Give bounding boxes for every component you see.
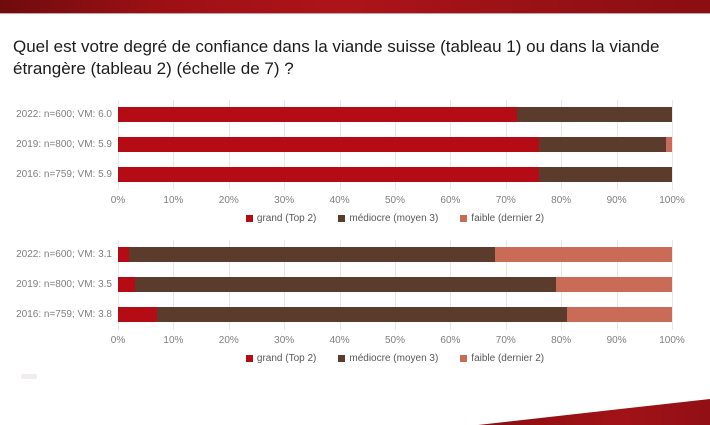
x-axis: 0% 10% 20% 30% 40% 50% 60% 70% 80% 90% 100% [111,195,685,207]
axis-tick-label: 20% [218,335,239,346]
legend-swatch [338,355,346,362]
axis-tick-label: 20% [218,195,239,206]
legend-label: faible (dernier 2) [471,213,545,224]
axis-tick-label: 90% [606,195,627,206]
legend-swatch [460,215,468,222]
legend-item: grand (Top 2) [245,213,317,224]
axis-tick-label: 0% [110,335,126,346]
legend-swatch [460,355,468,362]
stacked-bar [118,277,672,292]
axis-tick-label: 70% [495,195,516,206]
bar-segment [129,247,495,262]
stacked-bar [118,137,672,152]
category-label: 2019: n=800; VM: 5.9 [16,139,112,150]
category-label: 2016: n=759; VM: 3.8 [16,309,112,320]
stacked-bar [118,307,672,322]
category-labels: 2022: n=600; VM: 3.1 2019: n=800; VM: 3.5… [0,240,112,330]
header-accent-bar [0,0,710,14]
bar-segment [666,137,672,152]
axis-tick-label: 50% [384,195,406,206]
legend-item: faible (dernier 2) [460,213,544,224]
axis-tick-label: 60% [440,335,461,346]
legend-label: médiocre (moyen 3) [349,353,439,364]
bar-segment [156,307,567,322]
axis-tick-label: 30% [274,335,295,346]
stacked-bar [118,167,672,182]
bar-segment [566,307,672,322]
axis-tick-label: 50% [384,335,406,346]
legend-item: médiocre (moyen 3) [338,213,438,224]
gridline [672,100,673,190]
legend: grand (Top 2) médiocre (moyen 3) faible (d… [118,213,672,224]
bar-segment [494,247,672,262]
plot-area [118,240,673,330]
legend-label: faible (dernier 2) [471,353,545,364]
axis-tick-label: 90% [606,335,627,346]
page-title: Quel est votre degré de confiance dans l… [13,37,660,78]
chart-foreign-meat: 2022: n=600; VM: 3.1 2019: n=800; VM: 3.5… [0,240,710,370]
bar-segment [118,107,517,122]
bar-segment [539,167,672,182]
stacked-bar [118,107,672,122]
legend-label: médiocre (moyen 3) [349,213,439,224]
chart-swiss-meat: 2022: n=600; VM: 6.0 2019: n=800; VM: 5.9… [0,100,710,230]
axis-tick-label: 10% [163,335,184,346]
plot-area [118,100,673,190]
legend-swatch [338,215,346,222]
legend-label: grand (Top 2) [256,353,317,364]
axis-tick-label: 60% [440,195,461,206]
bar-segment [118,307,157,322]
bar-segment [134,277,556,292]
axis-tick-label: 40% [329,335,350,346]
legend-item: médiocre (moyen 3) [338,353,438,364]
axis-tick-label: 70% [495,335,516,346]
axis-tick-label: 80% [551,195,572,206]
gridline [672,240,673,330]
stacked-bar [118,247,672,262]
category-label: 2016: n=759; VM: 5.9 [16,169,112,180]
legend: grand (Top 2) médiocre (moyen 3) faible (d… [118,353,672,364]
axis-tick-label: 100% [659,195,685,206]
category-labels: 2022: n=600; VM: 6.0 2019: n=800; VM: 5.9… [0,100,112,190]
bar-segment [118,137,540,152]
category-label: 2019: n=800; VM: 3.5 [16,279,112,290]
x-axis: 0% 10% 20% 30% 40% 50% 60% 70% 80% 90% 100% [111,335,685,347]
axis-tick-label: 30% [274,195,295,206]
faint-footer-mark [21,374,37,379]
footer-accent-ribbon [478,399,710,425]
bar-segment [118,247,130,262]
bar-segment [516,107,672,122]
category-label: 2022: n=600; VM: 3.1 [16,249,112,260]
axis-tick-label: 100% [659,335,685,346]
axis-tick-label: 0% [110,195,126,206]
legend-swatch [245,215,253,222]
legend-label: grand (Top 2) [256,213,317,224]
legend-item: faible (dernier 2) [460,353,544,364]
legend-item: grand (Top 2) [245,353,317,364]
axis-tick-label: 10% [163,195,184,206]
bar-segment [118,277,135,292]
axis-tick-label: 80% [551,335,572,346]
bar-segment [118,167,540,182]
axis-tick-label: 40% [329,195,350,206]
category-label: 2022: n=600; VM: 6.0 [16,109,112,120]
legend-swatch [245,355,253,362]
bar-segment [555,277,672,292]
bar-segment [539,137,667,152]
